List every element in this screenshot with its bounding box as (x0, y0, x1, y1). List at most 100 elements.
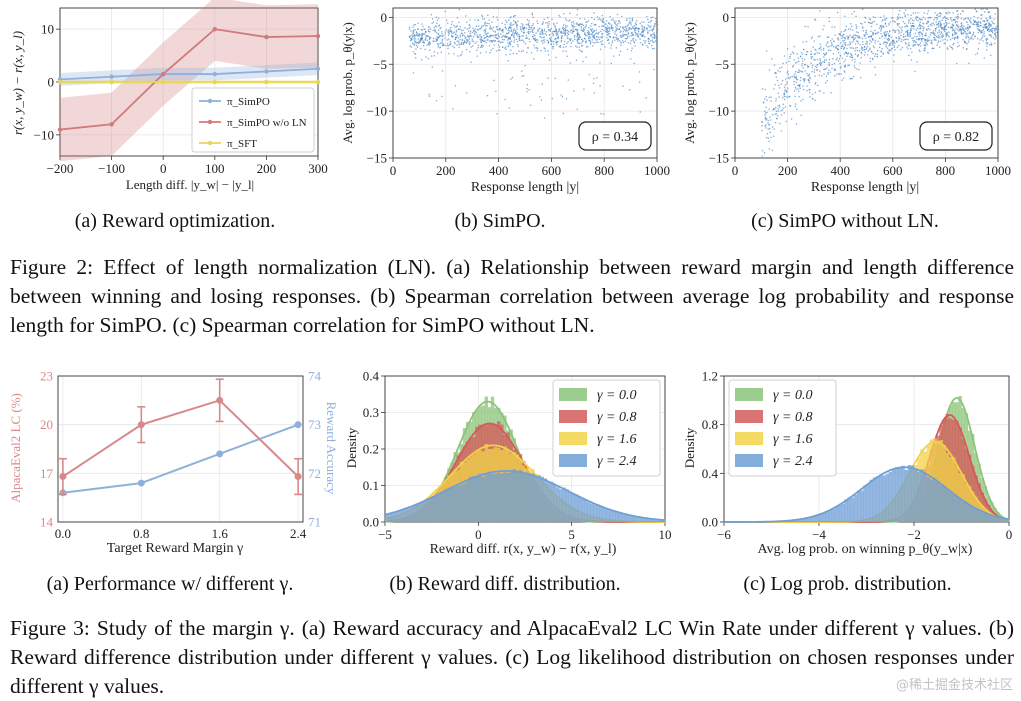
fig2b-point (505, 36, 508, 38)
fig2b-point (647, 46, 649, 49)
fig2c-point (813, 53, 816, 56)
fig2c-point (972, 34, 974, 36)
fig2c-point (938, 31, 940, 33)
fig2b-point (437, 17, 440, 20)
fig2b-point (604, 23, 606, 25)
fig2c-point (887, 33, 890, 35)
fig2b-point (528, 20, 530, 22)
fig2b-point (650, 16, 652, 19)
fig2b-point (652, 47, 654, 50)
fig2c-point (869, 60, 871, 63)
fig3c-bar (955, 495, 959, 522)
fig2a-point (264, 79, 269, 85)
fig2c-point (776, 118, 778, 120)
fig2c-point (939, 33, 942, 35)
fig2c-point (995, 27, 997, 29)
fig2b-point (547, 54, 550, 56)
fig2c-point (942, 39, 944, 41)
fig2b-point (644, 29, 646, 31)
fig2b-point (470, 61, 472, 63)
fig2c-point (905, 43, 907, 45)
fig2b-point (481, 14, 483, 17)
fig2c-point (892, 39, 895, 41)
fig3b-ytick-label: 0.1 (363, 478, 379, 493)
fig2c-point (951, 23, 953, 25)
fig2b-point (517, 43, 519, 46)
fig2b-point (428, 35, 430, 38)
fig2b-point (576, 46, 578, 48)
fig2b-point (610, 47, 612, 49)
fig2c-point (893, 60, 895, 63)
fig2b-point (612, 37, 615, 39)
fig2c-point (803, 48, 805, 51)
fig2b-point (430, 37, 432, 39)
fig2c-annotation: ρ = 0.82 (919, 121, 993, 151)
fig2b-point (508, 28, 510, 30)
fig2b-point (576, 30, 578, 32)
fig2c-point (936, 19, 938, 21)
fig2c-point (869, 48, 871, 51)
fig2b-point (439, 43, 441, 45)
fig2b-point (555, 37, 557, 40)
fig2b-point (622, 28, 624, 30)
fig2c-point (771, 114, 774, 116)
fig2b-point (505, 54, 507, 56)
fig2b-point (410, 30, 412, 32)
fig2c-point (793, 46, 796, 48)
fig2b-point (638, 27, 641, 30)
fig2b-point (496, 19, 499, 21)
fig3b-bar (465, 481, 470, 522)
fig2b-point (597, 18, 600, 21)
fig2b-point (583, 18, 586, 20)
fig2b-point (411, 33, 413, 35)
fig2c-point (968, 39, 970, 41)
fig2b-point (582, 60, 584, 63)
fig2b-point (574, 38, 576, 41)
fig2a-legend-label: π_SFT (227, 138, 257, 150)
fig2c-point (801, 63, 804, 65)
fig2b-point (552, 46, 555, 48)
fig2c-point (968, 28, 970, 30)
fig2c-point (860, 46, 863, 48)
fig2b-point (419, 33, 421, 36)
fig3b-bar (419, 502, 423, 522)
fig2b-point (627, 24, 629, 26)
fig2c-frame (734, 7, 999, 159)
fig2b-point (462, 34, 464, 36)
fig3a-lc-point (294, 473, 302, 481)
fig2b-point (532, 16, 534, 18)
fig2c-point (871, 21, 874, 23)
fig2b-point (499, 49, 501, 52)
fig2c-point (973, 15, 975, 18)
fig2b-point (503, 39, 505, 41)
fig2b-point (563, 43, 565, 45)
fig3b-bar (397, 511, 401, 522)
fig2b-point (541, 22, 544, 25)
fig2c-point (820, 46, 822, 48)
fig2b-point (432, 29, 434, 32)
fig2b-point (523, 74, 525, 77)
fig2b-point (581, 38, 583, 40)
fig2b-point (590, 25, 592, 27)
fig2b-point (428, 29, 430, 31)
fig3b-bar (487, 471, 492, 522)
fig2b-point (630, 40, 632, 42)
fig2c-point (869, 35, 871, 38)
fig2b-point (525, 37, 527, 39)
fig2b-point (560, 31, 563, 33)
fig2c-point (874, 40, 877, 42)
fig2c-point (969, 20, 972, 23)
fig2c-point (903, 33, 905, 36)
fig2b-point (424, 39, 426, 41)
fig2c-point (956, 10, 958, 13)
fig2c-point (928, 16, 931, 19)
fig2b-point (591, 39, 593, 41)
fig2c-point (980, 32, 982, 34)
fig2b-point (652, 33, 654, 35)
fig2c-point (862, 27, 864, 29)
fig2b-point (479, 28, 481, 30)
fig2c-point (873, 46, 875, 49)
fig2b-point (630, 22, 632, 24)
fig3b-bar (652, 519, 656, 522)
fig2c-point (876, 53, 879, 56)
